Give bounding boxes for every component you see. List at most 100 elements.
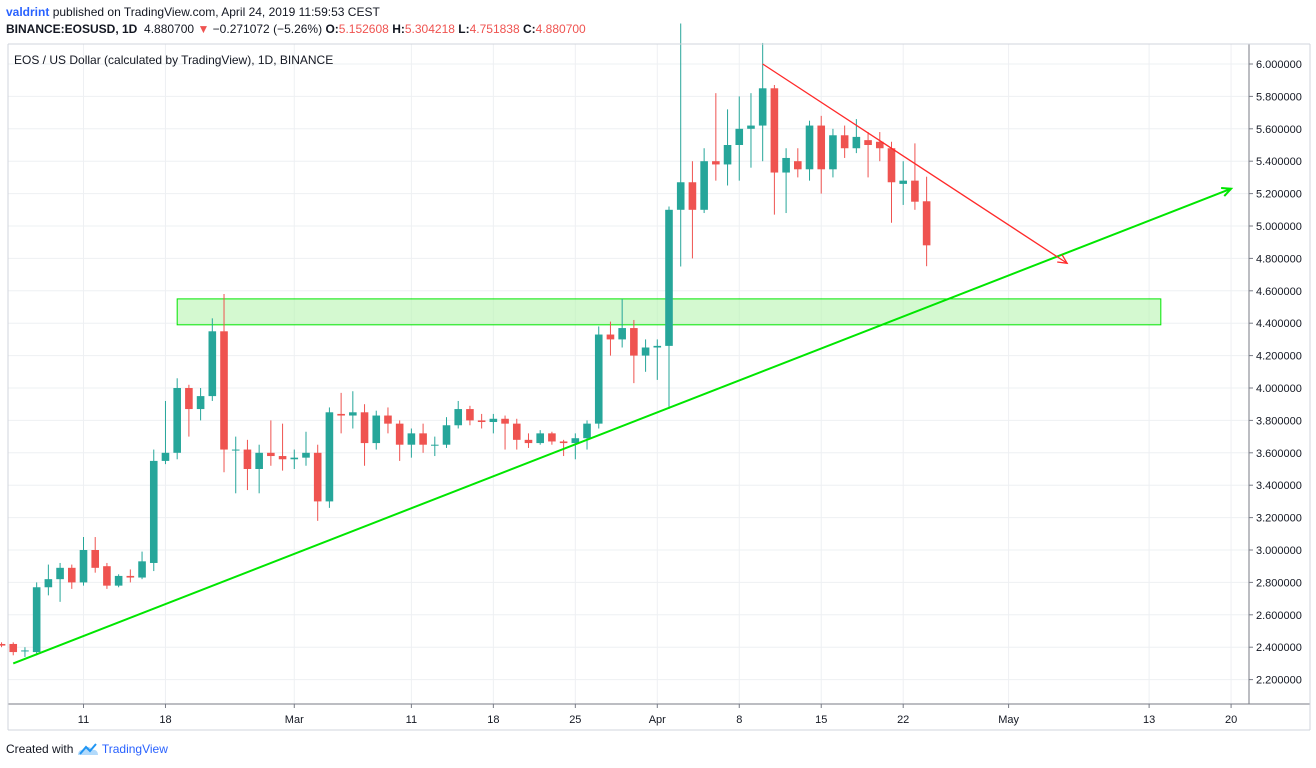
candle[interactable] (641, 339, 650, 372)
candle-body (571, 438, 580, 444)
candle-body (349, 412, 357, 416)
candle[interactable] (583, 420, 591, 450)
candle[interactable] (688, 161, 697, 259)
resistance-trend-line[interactable] (762, 63, 1069, 265)
candle[interactable] (278, 423, 287, 471)
candle[interactable] (360, 404, 369, 466)
candle[interactable] (548, 431, 556, 445)
candle[interactable] (817, 115, 826, 194)
candle-body (372, 415, 381, 444)
candle[interactable] (501, 415, 509, 450)
candle[interactable] (208, 318, 217, 401)
candle[interactable] (665, 206, 673, 410)
candle[interactable] (630, 319, 638, 384)
candle-body (466, 409, 474, 421)
candle[interactable] (512, 418, 521, 450)
candle[interactable] (782, 148, 790, 214)
candle[interactable] (32, 582, 41, 656)
candle[interactable] (700, 148, 708, 214)
price-tick-label: 3.800000 (1256, 415, 1302, 427)
candlestick-chart[interactable]: 2.200000 2.400000 2.600000 2.800000 3.000000… (0, 0, 1316, 740)
candle[interactable] (67, 564, 76, 589)
candle[interactable] (267, 420, 275, 466)
candle[interactable] (454, 400, 463, 429)
candle[interactable] (770, 85, 779, 215)
candle[interactable] (712, 93, 720, 181)
candle[interactable] (431, 436, 439, 457)
candle[interactable] (302, 431, 310, 466)
candle[interactable] (79, 537, 88, 586)
candle[interactable] (466, 405, 474, 426)
candle[interactable] (571, 433, 580, 460)
candle[interactable] (149, 449, 158, 572)
candle[interactable] (594, 326, 603, 429)
candle[interactable] (899, 161, 907, 205)
candle[interactable] (243, 439, 252, 491)
candle[interactable] (138, 551, 146, 580)
candle-body (91, 550, 100, 568)
candle-body (161, 452, 170, 461)
candle[interactable] (653, 339, 662, 380)
candle-body (278, 456, 287, 460)
price-axis[interactable]: 2.200000 2.400000 2.600000 2.800000 3.000000… (1249, 59, 1302, 687)
candle[interactable] (735, 96, 744, 181)
candle[interactable] (758, 42, 767, 162)
candle-body (512, 423, 521, 440)
candle[interactable] (477, 413, 486, 429)
candle[interactable] (864, 132, 872, 178)
candle[interactable] (536, 430, 544, 445)
candle[interactable] (384, 407, 392, 434)
candle[interactable] (887, 141, 896, 223)
support-trend-line[interactable] (12, 186, 1234, 665)
candle[interactable] (395, 420, 404, 461)
candle[interactable] (196, 388, 205, 421)
tradingview-brand[interactable]: TradingView (101, 742, 168, 756)
candle[interactable] (0, 642, 6, 648)
candle[interactable] (419, 423, 427, 453)
candle[interactable] (325, 407, 334, 508)
candle[interactable] (442, 417, 451, 448)
candle[interactable] (161, 400, 170, 465)
candle[interactable] (337, 392, 345, 434)
candle[interactable] (794, 148, 802, 178)
candle[interactable] (290, 449, 299, 469)
candle[interactable] (9, 642, 18, 656)
candle[interactable] (875, 132, 884, 162)
candle[interactable] (21, 647, 29, 657)
candle[interactable] (103, 562, 111, 589)
candle[interactable] (922, 176, 931, 267)
candle[interactable] (126, 569, 135, 583)
candle[interactable] (606, 321, 615, 356)
candle[interactable] (911, 143, 919, 210)
candle-body (196, 396, 205, 410)
candle[interactable] (313, 444, 322, 521)
candle[interactable] (829, 128, 837, 178)
candle[interactable] (255, 444, 263, 494)
candle[interactable] (185, 384, 193, 437)
candle[interactable] (56, 562, 64, 602)
candle[interactable] (805, 120, 814, 181)
candle[interactable] (114, 574, 123, 588)
candle[interactable] (840, 125, 849, 158)
candle[interactable] (372, 410, 381, 450)
candle[interactable] (231, 436, 240, 494)
price-tick-label: 3.200000 (1256, 513, 1302, 525)
candle[interactable] (676, 23, 685, 267)
candle[interactable] (524, 433, 533, 448)
grid (8, 44, 1249, 704)
candle[interactable] (44, 564, 53, 596)
candle[interactable] (723, 109, 732, 186)
time-axis[interactable]: 11 18 Mar 11 18 25 Apr 8 15 22 May 13 20 (78, 704, 1237, 726)
candle[interactable] (349, 391, 357, 429)
candle-body (325, 412, 334, 502)
candle[interactable] (220, 294, 228, 473)
author-name[interactable]: valdrint (6, 5, 50, 19)
price-tick-label: 2.200000 (1256, 675, 1302, 687)
candle[interactable] (618, 298, 626, 348)
candle[interactable] (489, 413, 498, 434)
candle[interactable] (407, 428, 416, 458)
candle[interactable] (91, 537, 100, 573)
candle[interactable] (747, 93, 755, 168)
price-tick-label: 4.800000 (1256, 253, 1302, 265)
candle[interactable] (173, 378, 181, 460)
